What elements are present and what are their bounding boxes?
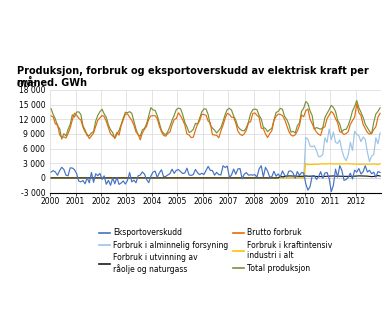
Text: Produksjon, forbruk og eksportoverskudd av elektrisk kraft per
måned. GWh: Produksjon, forbruk og eksportoverskudd … (17, 66, 369, 88)
Text: GWh: GWh (17, 80, 37, 89)
Legend: Eksportoverskudd, Forbruk i alminnelig forsyning, Forbruk i utvinning av
råolje : Eksportoverskudd, Forbruk i alminnelig f… (96, 225, 335, 277)
